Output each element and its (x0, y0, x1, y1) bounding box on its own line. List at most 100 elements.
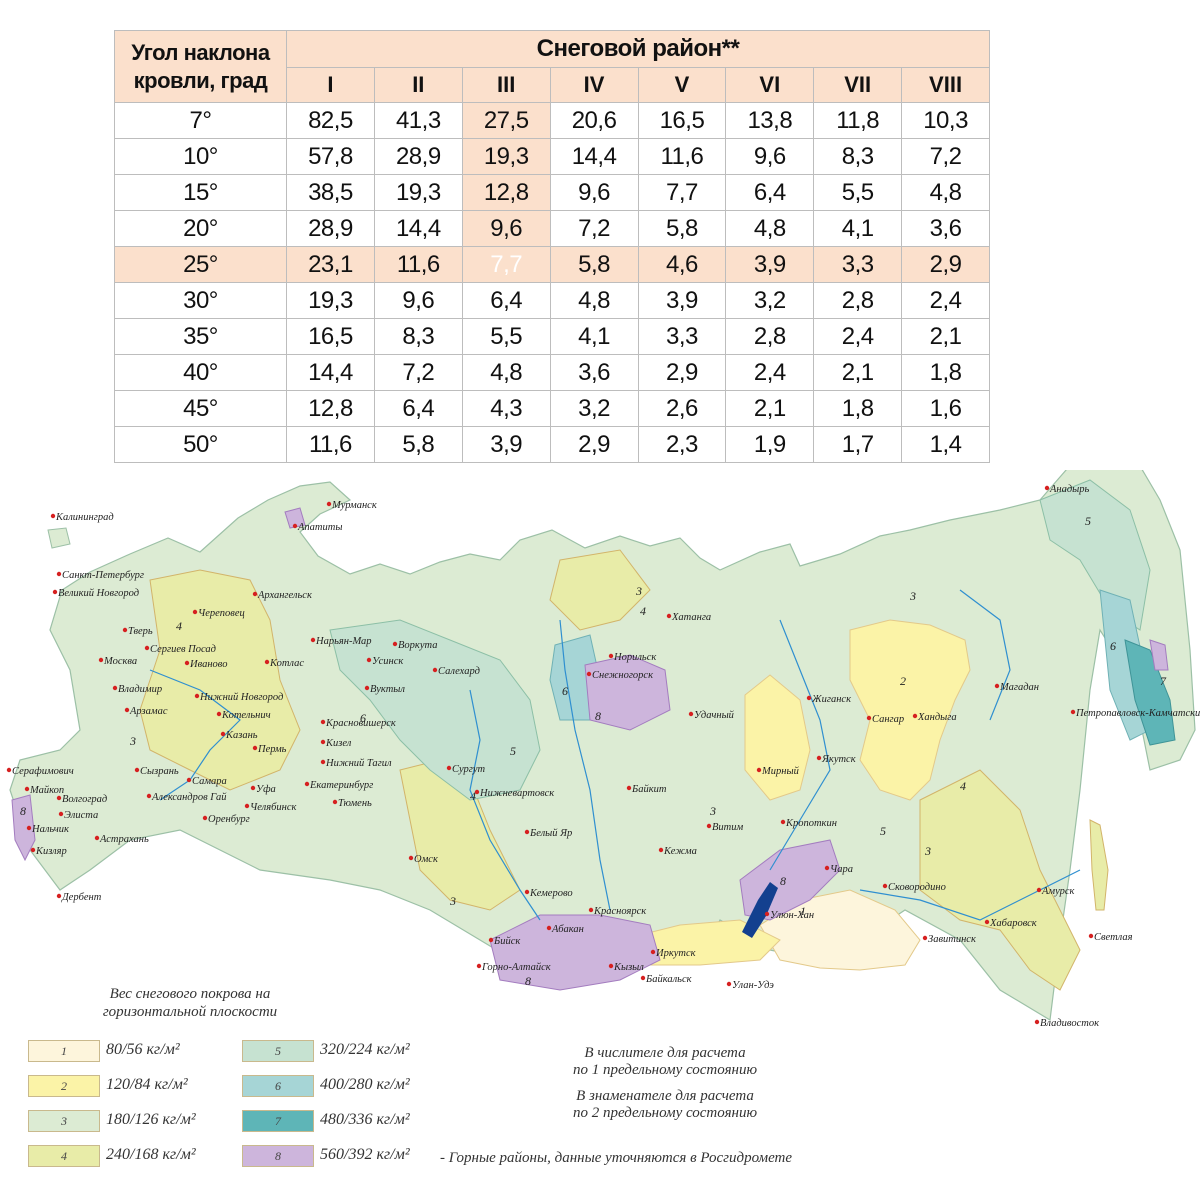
zone-8-region-chukotka-south (1149, 639, 1169, 671)
city-marker: Арзамас (124, 706, 168, 717)
city-marker: Светлая (1088, 932, 1133, 943)
load-value-cell: 3,9 (461, 426, 551, 463)
city-label: Пермь (257, 744, 287, 755)
city-dot (1034, 1019, 1040, 1025)
angle-header-line-2: кровли, град (133, 67, 268, 93)
load-value-cell: 10,3 (901, 102, 990, 139)
angle-cell: 45° (114, 390, 287, 427)
city-marker: Серафимович (6, 766, 74, 777)
region-col-header: VII (813, 67, 903, 103)
city-label: Красноярск (593, 906, 646, 917)
zone-8-region-altai-sayan (489, 914, 661, 991)
city-marker: Кропоткин (780, 818, 837, 829)
city-marker: Улан-Удэ (726, 980, 774, 991)
city-dot (866, 715, 872, 721)
region-col-header: I (286, 67, 375, 103)
load-value-cell: 57,8 (286, 138, 375, 175)
city-dot (488, 937, 494, 943)
city-dot (824, 865, 830, 871)
city-marker: Удачный (688, 710, 735, 721)
city-label: Хабаровск (989, 918, 1037, 929)
city-label: Казань (225, 730, 258, 741)
region-col-header: II (373, 67, 463, 103)
city-label: Кизляр (35, 846, 67, 857)
load-value-cell: 4,6 (637, 246, 727, 283)
city-label: Кызыл (613, 962, 644, 973)
city-label: Екатеринбург (309, 780, 373, 791)
region-col-header: V (637, 67, 727, 103)
city-marker: Нижний Тагил (320, 758, 392, 769)
svg-text:8: 8 (525, 974, 531, 988)
region-header-row: I II III IV V VI VII VIII (115, 67, 990, 103)
city-marker: Череповец (192, 608, 245, 619)
legend-swatch: 1 (28, 1040, 100, 1062)
city-label: Дербент (61, 892, 102, 903)
load-value-cell: 3,9 (637, 282, 727, 319)
city-label: Архангельск (257, 590, 312, 601)
table-row: 30° 19,3 9,6 6,4 4,8 3,9 3,2 2,8 2,4 (114, 282, 990, 319)
city-dot (706, 823, 712, 829)
load-value-cell: 2,4 (725, 354, 815, 391)
svg-text:5: 5 (1085, 514, 1091, 528)
city-marker: Волгоград (56, 794, 107, 805)
city-label: Владивосток (1040, 1018, 1099, 1029)
city-marker: Хатанга (666, 612, 711, 623)
city-marker: Анадырь (1044, 484, 1090, 495)
city-label: Мирный (761, 766, 800, 777)
city-dot (524, 829, 530, 835)
city-marker: Элиста (58, 810, 98, 821)
city-label: Кемерово (529, 888, 573, 899)
city-dot (24, 786, 30, 792)
load-value-cell: 14,4 (549, 138, 639, 175)
city-marker: Красновишерск (320, 718, 396, 729)
load-value-cell: 4,3 (461, 390, 551, 427)
city-label: Улюн-Хан (770, 910, 814, 921)
legend-title-line-2: горизонтальной плоскости (102, 1004, 278, 1020)
city-marker: Майкоп (24, 785, 64, 796)
city-marker: Казань (220, 730, 258, 741)
svg-text:8: 8 (595, 709, 601, 723)
city-dot (56, 571, 62, 577)
sakhalin-island (1089, 819, 1109, 911)
city-dot (56, 795, 62, 801)
load-value-cell: 2,3 (637, 426, 727, 463)
city-dot (216, 711, 222, 717)
city-dot (184, 660, 190, 666)
city-dot (252, 745, 258, 751)
table-row: 7° 82,5 41,3 27,5 20,6 16,5 13,8 11,8 10,3 (114, 102, 990, 139)
city-dot (304, 781, 310, 787)
city-marker: Байкальск (640, 974, 692, 985)
city-marker: Калининград (50, 512, 114, 523)
city-dot (586, 671, 592, 677)
svg-text:3: 3 (924, 844, 931, 858)
city-marker: Нальчик (26, 824, 69, 835)
load-value-cell: 28,9 (286, 210, 375, 247)
city-dot (764, 911, 770, 917)
city-marker: Архангельск (252, 590, 312, 601)
city-dot (56, 893, 62, 899)
table-row: 50° 11,6 5,8 3,9 2,9 2,3 1,9 1,7 1,4 (114, 426, 990, 463)
note-denominator-line-1: В знаменателе для расчета (576, 1088, 754, 1104)
region-col-header: IV (549, 67, 639, 103)
city-marker: Воркута (392, 640, 437, 651)
city-dot (98, 657, 104, 663)
city-label: Снежногорск (592, 670, 653, 681)
load-value-cell: 3,3 (813, 246, 903, 283)
load-value-cell: 2,4 (901, 282, 990, 319)
city-dot (332, 799, 338, 805)
city-dot (626, 785, 632, 791)
load-value-cell: 19,3 (373, 174, 463, 211)
city-dot (366, 657, 372, 663)
load-value-cell: 5,5 (813, 174, 903, 211)
load-value-cell: 1,8 (901, 354, 990, 391)
city-dot (250, 785, 256, 791)
load-value-cell: 2,8 (813, 282, 903, 319)
russia-snow-zone-map: 3 4 5 3 2 3 5 6 7 4 3 1 8 8 8 6 3 4 8 6 … (6, 470, 1200, 1029)
city-dot (688, 711, 694, 717)
load-value-cell: 27,5 (461, 102, 551, 139)
city-label: Якутск (821, 754, 856, 765)
zone-4-region-west (139, 569, 301, 791)
city-marker: Кизел (320, 738, 352, 749)
svg-text:1: 1 (800, 904, 806, 918)
load-value-cell: 1,9 (725, 426, 815, 463)
